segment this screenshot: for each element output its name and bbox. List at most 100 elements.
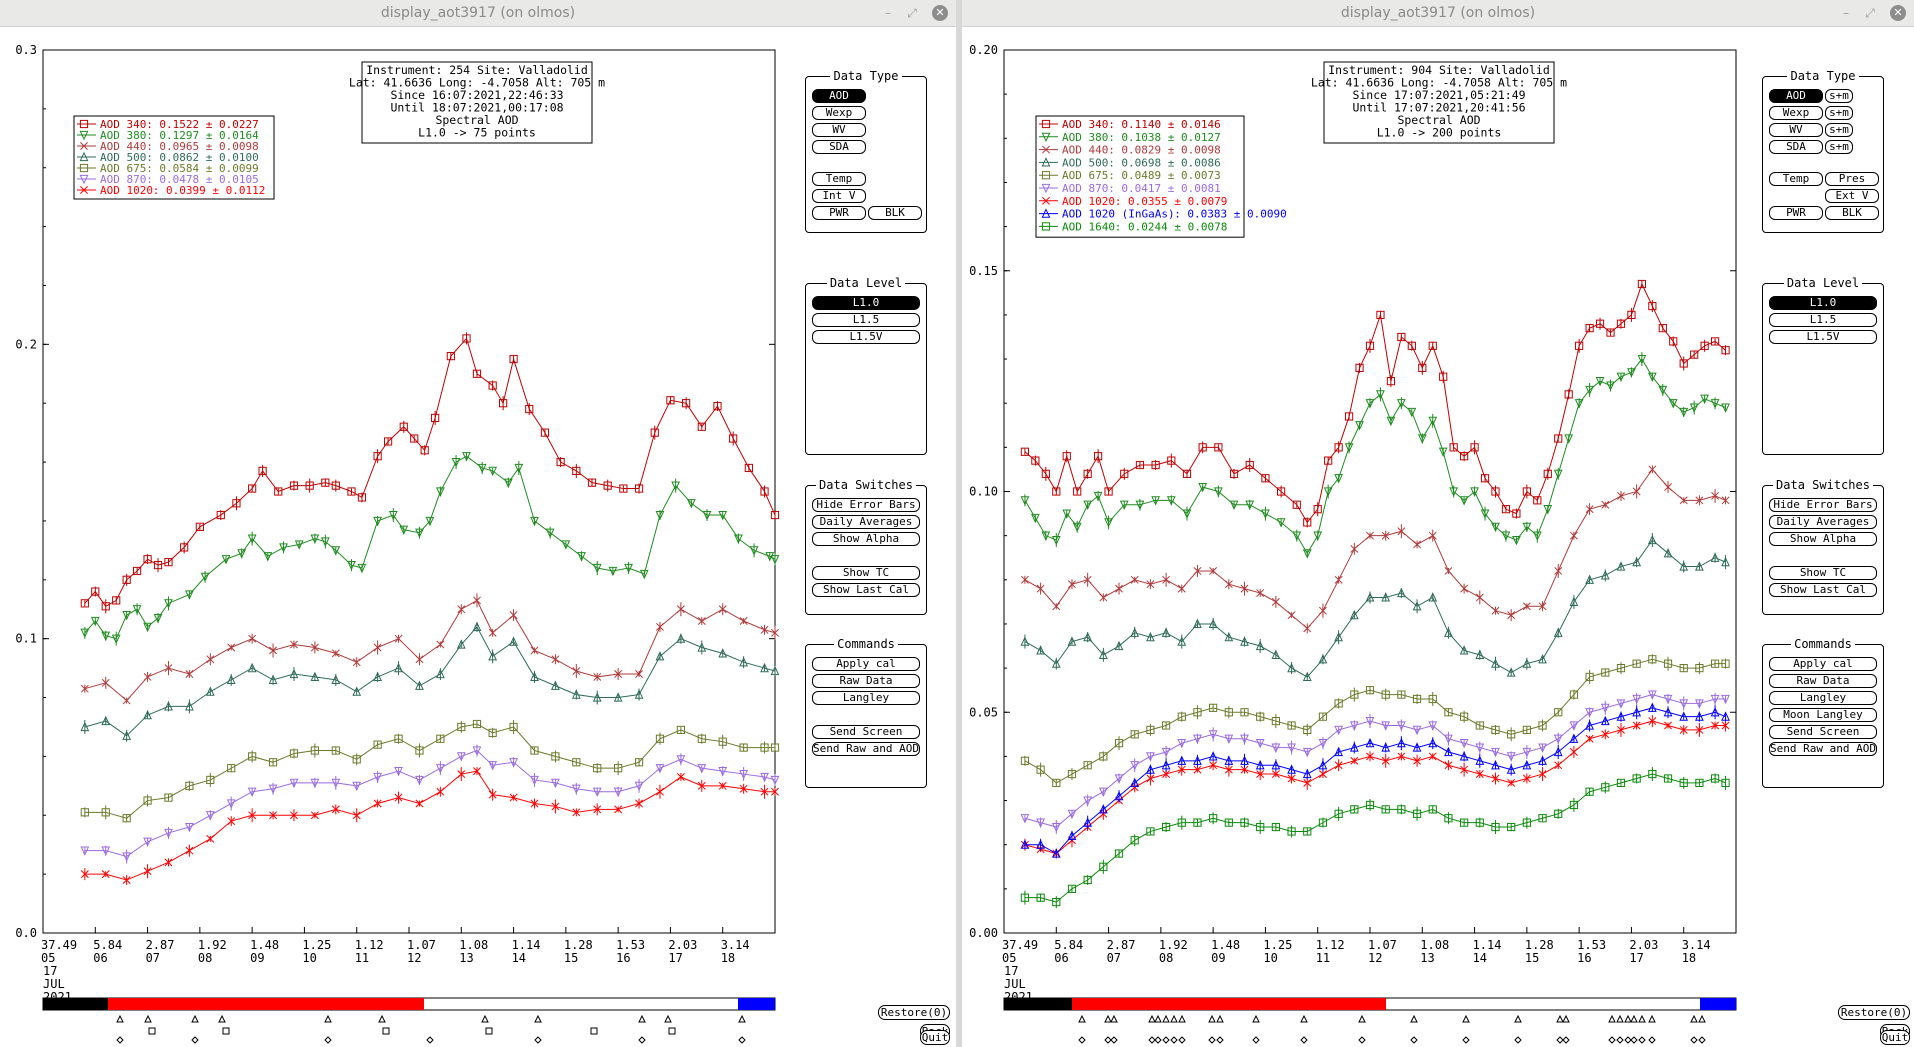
pwr-button[interactable]: PWR	[1769, 206, 1823, 220]
legend-name: AOD 1020	[1062, 195, 1115, 208]
data-point	[1538, 721, 1547, 730]
data-point	[1161, 747, 1171, 758]
data-type-sda-button[interactable]: SDA	[1769, 140, 1823, 154]
x-tick-top-label: 1.07	[407, 938, 436, 952]
data-level-l1-5-button[interactable]: L1.5	[1769, 313, 1877, 327]
show-alpha-button[interactable]: Show Alpha	[812, 532, 920, 546]
data-type-wv-button[interactable]: WV	[1769, 123, 1823, 137]
temp-button[interactable]: Temp	[1769, 172, 1823, 186]
show-last-cal-button[interactable]: Show Last Cal	[1769, 583, 1877, 597]
data-point	[1721, 778, 1730, 787]
x-tick-top-label: 3.14	[721, 938, 750, 952]
langley-button[interactable]: Langley	[812, 691, 920, 705]
data-point	[530, 516, 539, 527]
close-icon[interactable]: ✕	[932, 5, 948, 21]
show-alpha-button[interactable]: Show Alpha	[1769, 532, 1877, 546]
smoothing-toggle-button[interactable]: s+m	[1825, 89, 1853, 103]
data-type-wv-button[interactable]: WV	[812, 123, 866, 137]
data-level-l1-5-button[interactable]: L1.5	[812, 313, 920, 327]
data-point	[1600, 570, 1610, 580]
int-v-button[interactable]: Int V	[812, 189, 866, 203]
data-point	[122, 814, 131, 823]
maximize-icon[interactable]: ⤢	[1865, 6, 1875, 20]
send-screen-button[interactable]: Send Screen	[1769, 725, 1877, 739]
data-point	[1229, 469, 1239, 478]
daily-averages-button[interactable]: Daily Averages	[1769, 515, 1877, 529]
data-point	[357, 563, 367, 574]
data-point	[153, 560, 163, 570]
smoothing-toggle-button[interactable]: s+m	[1825, 123, 1853, 137]
quit-button[interactable]: Quit	[1880, 1030, 1910, 1045]
ext-v-button[interactable]: Ext V	[1825, 189, 1879, 203]
data-point	[718, 510, 728, 521]
hide-error-bars-button[interactable]: Hide Error Bars	[1769, 498, 1877, 512]
data-point	[1585, 574, 1594, 584]
data-level-l1-5v-button[interactable]: L1.5V	[1769, 330, 1877, 344]
data-point	[770, 510, 780, 520]
data-level-l1-0-button[interactable]: L1.0	[1769, 296, 1877, 310]
quit-button[interactable]: Quit	[920, 1030, 950, 1045]
data-point	[1413, 540, 1422, 549]
langley-marker	[218, 1014, 226, 1023]
data-point	[1104, 518, 1113, 528]
cal-marker	[1104, 1036, 1112, 1044]
langley-marker	[1178, 1014, 1186, 1023]
pres-button[interactable]: Pres	[1825, 172, 1879, 186]
temp-button[interactable]: Temp	[812, 172, 866, 186]
data-point	[718, 767, 728, 777]
minimize-icon[interactable]: –	[885, 6, 891, 20]
send-screen-button[interactable]: Send Screen	[812, 725, 920, 739]
apply-cal-button[interactable]: Apply cal	[812, 657, 920, 671]
restore-0-button[interactable]: Restore(0)	[1838, 1005, 1910, 1020]
langley-marker	[1300, 1014, 1308, 1023]
send-raw-and-aod-button[interactable]: Send Raw and AOD	[1769, 742, 1877, 756]
data-point	[1381, 721, 1391, 731]
data-point	[1417, 434, 1427, 444]
data-point	[1344, 443, 1354, 453]
moon-langley-button[interactable]: Moon Langley	[1769, 708, 1877, 722]
show-tc-button[interactable]: Show TC	[1769, 566, 1877, 580]
data-point	[101, 678, 110, 687]
daily-averages-button[interactable]: Daily Averages	[812, 515, 920, 529]
pwr-button[interactable]: PWR	[812, 206, 866, 220]
show-tc-button[interactable]: Show TC	[812, 566, 920, 580]
data-point	[697, 642, 707, 652]
data-point	[1240, 636, 1249, 646]
send-raw-and-aod-button[interactable]: Send Raw and AOD	[812, 742, 920, 756]
data-point	[739, 656, 749, 667]
langley-button[interactable]: Langley	[1769, 691, 1877, 705]
data-point	[1491, 487, 1500, 496]
minimize-icon[interactable]: –	[1843, 6, 1849, 20]
data-type-wexp-button[interactable]: Wexp	[1769, 106, 1823, 120]
raw-data-button[interactable]: Raw Data	[812, 674, 920, 688]
smoothing-toggle-button[interactable]: s+m	[1825, 140, 1853, 154]
hide-error-bars-button[interactable]: Hide Error Bars	[812, 498, 920, 512]
data-point	[655, 764, 665, 774]
data-point	[1480, 509, 1490, 519]
apply-cal-button[interactable]: Apply cal	[1769, 657, 1877, 671]
data-point	[289, 749, 299, 758]
blk-button[interactable]: BLK	[868, 206, 922, 220]
raw-data-button[interactable]: Raw Data	[1769, 674, 1877, 688]
data-type-aod-button[interactable]: AOD	[1769, 89, 1823, 103]
legend-stat: : 0.1140 ± 0.0146	[1108, 118, 1221, 131]
data-level-l1-0-button[interactable]: L1.0	[812, 296, 920, 310]
restore-0-button[interactable]: Restore(0)	[878, 1005, 950, 1020]
data-level-l1-5v-button[interactable]: L1.5V	[812, 330, 920, 344]
info-line: Instrument: 904 Site: Valladolid	[1328, 63, 1550, 77]
show-last-cal-button[interactable]: Show Last Cal	[812, 583, 920, 597]
data-point	[1177, 739, 1187, 749]
close-icon[interactable]: ✕	[1890, 5, 1906, 21]
smoothing-toggle-button[interactable]: s+m	[1825, 106, 1853, 120]
data-type-wexp-button[interactable]: Wexp	[812, 106, 866, 120]
maximize-icon[interactable]: ⤢	[907, 6, 917, 20]
data-point	[713, 402, 722, 411]
data-point	[503, 478, 513, 488]
data-type-aod-button[interactable]: AOD	[812, 89, 866, 103]
blk-button[interactable]: BLK	[1825, 206, 1879, 220]
langley-marker	[1078, 1014, 1086, 1023]
data-type-sda-button[interactable]: SDA	[812, 140, 866, 154]
data-point	[1193, 708, 1202, 717]
data-point	[1601, 668, 1610, 677]
data-point	[1710, 706, 1720, 717]
